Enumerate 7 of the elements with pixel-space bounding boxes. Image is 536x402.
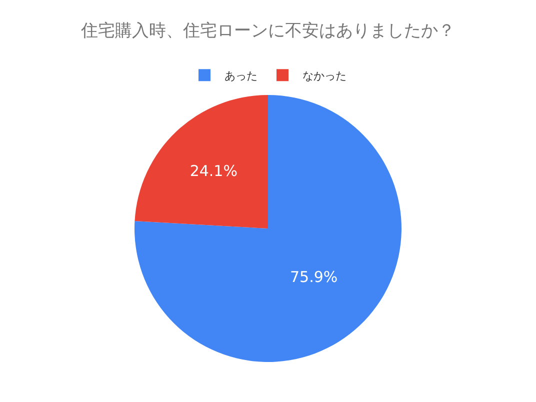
legend-label: あった xyxy=(224,69,258,82)
data-label: 75.9% xyxy=(290,268,338,286)
data-label: 24.1% xyxy=(190,162,238,180)
chart-title: 住宅購入時、住宅ローンに不安はありましたか？ xyxy=(80,21,455,42)
pie-slice xyxy=(134,95,402,362)
legend-label: なかった xyxy=(302,69,346,82)
pie-slice xyxy=(134,95,268,228)
